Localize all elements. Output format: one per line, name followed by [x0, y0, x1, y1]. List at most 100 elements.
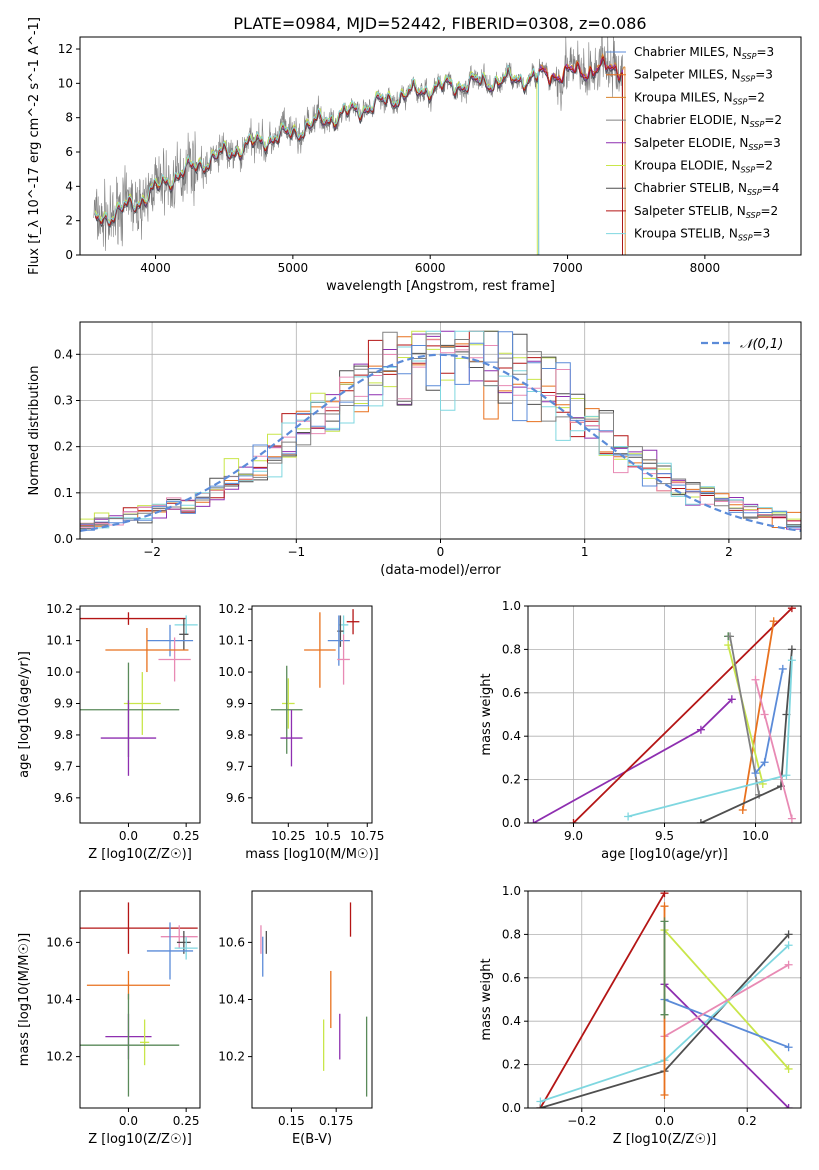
- y-axis-label: mass weight: [479, 673, 494, 755]
- y-tick-label: 1.0: [502, 884, 521, 898]
- panel-age_vs_Z: 0.0 0.25 9.6 9.7 9.8 9.9 10.0 10.1 10.2 Z [log10(…: [17, 602, 201, 862]
- weight-marker: [660, 1010, 669, 1019]
- y-tick-label: 10.2: [46, 602, 73, 616]
- y-tick-label: 2: [65, 214, 73, 228]
- legend-subscript: SSP: [750, 120, 765, 129]
- y-tick-label: 0.1: [54, 486, 73, 500]
- x-tick-label: 0.25: [173, 1114, 200, 1128]
- weight-marker: [660, 917, 669, 926]
- errorbar-point-8: [100, 700, 157, 776]
- panel-mass_vs_ebv: 0.15 0.175 10.2 10.4 10.6 E(B-V): [218, 890, 373, 1147]
- y-axis-label: Flux [f_λ 10^-17 erg cm^-2 s^-1 A^-1]: [27, 17, 42, 275]
- legend-suffix: =2: [760, 204, 778, 218]
- weight-marker: [784, 960, 793, 969]
- x-tick-label: 7000: [552, 261, 583, 275]
- weight-marker: [727, 695, 736, 704]
- x-tick-label: 10.0: [742, 829, 769, 843]
- plot-area: [260, 902, 368, 1097]
- weight-marker: [751, 769, 760, 778]
- charts-root: 4000 5000 6000 7000 8000024681012wavelength …: [17, 17, 802, 1147]
- weight-line-0: [533, 698, 733, 823]
- legend-subscript: SSP: [741, 166, 756, 175]
- y-axis-label: mass [log10(M/M☉)]: [17, 933, 32, 1066]
- x-tick-label: 0.2: [738, 1114, 757, 1128]
- errorbar-point-4: [337, 634, 350, 685]
- plot-area: [80, 902, 198, 1097]
- legend-label: 𝒩(0,1): [740, 337, 783, 352]
- x-tick-label: 0.0: [119, 829, 138, 843]
- errorbar-point-8: [80, 993, 180, 1097]
- weight-marker: [784, 941, 793, 950]
- weight-line-4: [663, 983, 790, 1108]
- x-tick-label: 5000: [278, 261, 309, 275]
- legend-suffix: =4: [762, 181, 780, 195]
- weight-marker: [784, 1043, 793, 1052]
- errorbar-point-4: [158, 637, 191, 682]
- x-tick-label: 1: [581, 545, 589, 559]
- y-tick-label: 1.0: [502, 599, 521, 613]
- weight-marker: [751, 675, 760, 684]
- model-line-2: [94, 52, 626, 255]
- errorbar-point-2: [179, 618, 189, 651]
- legend-entry: Salpeter ELODIE, NSSP=3: [634, 136, 781, 152]
- y-tick-label: 10.4: [46, 993, 73, 1007]
- errorbar-point-3: [327, 615, 350, 666]
- y-tick-label: 0.4: [54, 347, 73, 361]
- y-tick-label: 9.8: [226, 728, 245, 742]
- errorbar-point-2: [176, 930, 191, 954]
- errorbar-point-3: [174, 936, 198, 960]
- plot-area: [528, 606, 801, 823]
- legend-entry: Chabrier ELODIE, NSSP=2: [634, 113, 782, 129]
- legend-subscript: SSP: [741, 75, 756, 84]
- weight-marker: [784, 930, 793, 939]
- x-tick-label: 10.25: [271, 829, 305, 843]
- legend-entry: Chabrier MILES, NSSP=3: [634, 45, 774, 61]
- y-tick-label: 0: [65, 248, 73, 262]
- weight-marker: [760, 710, 769, 719]
- errorbar-point-6: [282, 678, 295, 729]
- errorbar-point-0: [80, 612, 187, 625]
- legend-label: Chabrier ELODIE, N: [634, 113, 750, 127]
- y-tick-label: 9.9: [54, 696, 73, 710]
- weight-line-0: [539, 892, 666, 1108]
- panel-weight_vs_age: 9.0 9.5 10.0 0.0 0.2 0.4 0.6 0.8 1.0 age [log10(a…: [479, 599, 802, 862]
- weight-marker: [760, 758, 769, 767]
- weight-marker: [787, 656, 796, 665]
- histogram-series-7: [80, 331, 801, 531]
- y-tick-label: 8: [65, 111, 73, 125]
- y-tick-label: 0.6: [502, 686, 521, 700]
- model-line-7: [94, 56, 623, 255]
- y-tick-label: 10.0: [218, 665, 245, 679]
- x-axis-label: wavelength [Angstrom, rest frame]: [326, 279, 555, 294]
- spectrum-data-line: [93, 37, 623, 251]
- x-tick-label: 10.5: [314, 829, 341, 843]
- legend-suffix: =2: [764, 113, 782, 127]
- weight-marker: [787, 645, 796, 654]
- legend-label: Kroupa MILES, N: [634, 90, 733, 104]
- figure-title: PLATE=0984, MJD=52442, FIBERID=0308, z=0…: [233, 14, 646, 33]
- y-tick-label: 10.2: [218, 602, 245, 616]
- weight-marker: [784, 1064, 793, 1073]
- weight-marker: [784, 1104, 793, 1108]
- axes-frame: [79, 605, 201, 824]
- model-line-4: [94, 57, 623, 255]
- axes-frame: [79, 36, 802, 256]
- x-axis-label: age [log10(age/yr)]: [601, 847, 728, 862]
- y-tick-label: 10.6: [218, 935, 245, 949]
- legend-entry: Kroupa ELODIE, NSSP=2: [634, 159, 773, 175]
- legend-subscript: SSP: [738, 234, 753, 243]
- x-tick-label: 0: [437, 545, 445, 559]
- weight-line-3: [663, 929, 790, 1070]
- weight-marker: [738, 805, 747, 814]
- legend-suffix: =3: [753, 227, 771, 241]
- x-axis-label: E(B-V): [292, 1132, 332, 1147]
- errorbar-point-4: [146, 922, 194, 980]
- model-line-0: [94, 58, 623, 255]
- y-tick-label: 9.7: [226, 759, 245, 773]
- y-axis-label: age [log10(age/yr)]: [17, 651, 32, 778]
- weight-marker: [696, 725, 705, 734]
- errorbar-point-0: [346, 609, 360, 635]
- legend-subscript: SSP: [746, 211, 761, 220]
- x-tick-label: 0.25: [173, 829, 200, 843]
